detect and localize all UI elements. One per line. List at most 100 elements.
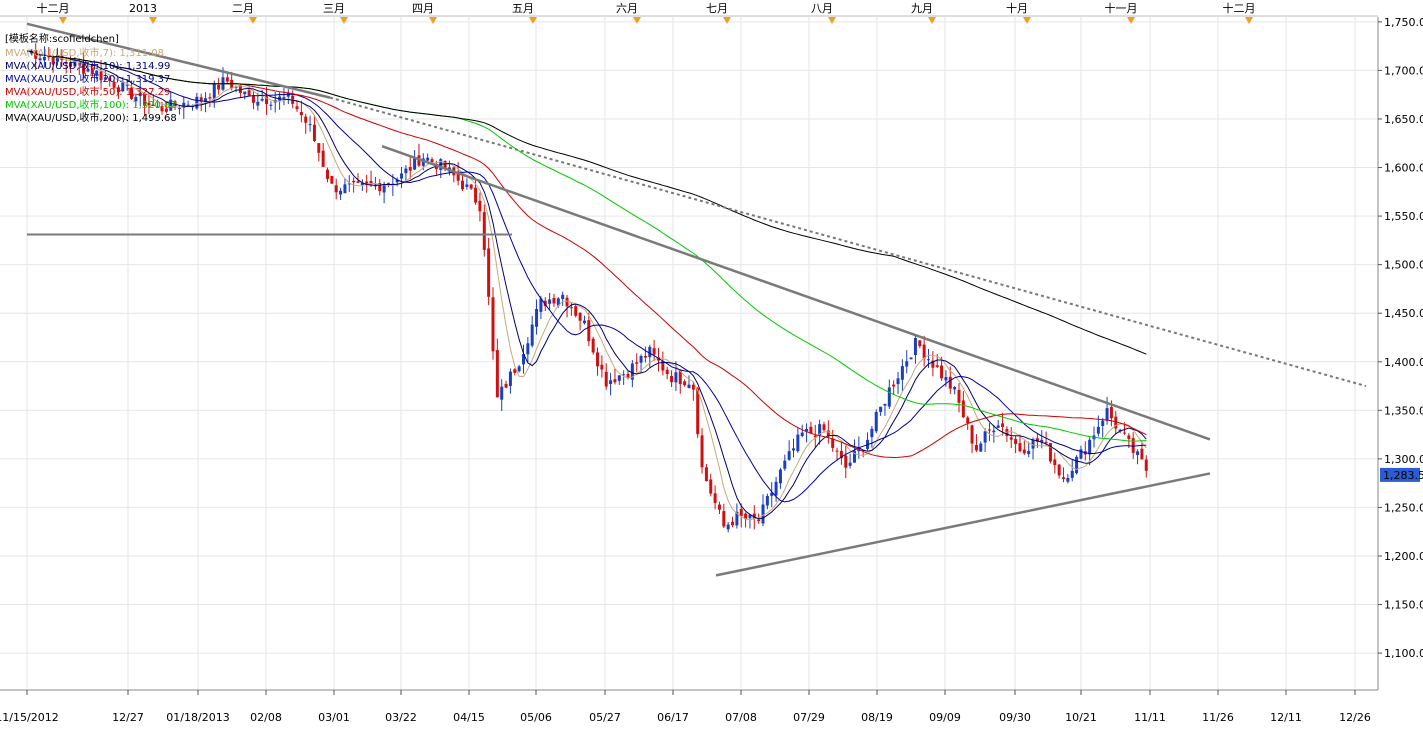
candle-body [613, 379, 617, 383]
candle-body [208, 97, 212, 99]
x-tick-label: 06/17 [657, 711, 689, 724]
candle-body [987, 429, 991, 431]
candle-body [1053, 459, 1057, 466]
candle-body [60, 55, 64, 61]
trendline-lower [715, 472, 1211, 577]
candle-body [382, 185, 386, 193]
candle-body [334, 185, 338, 193]
candle-body [173, 101, 177, 107]
candle-body [103, 77, 107, 80]
grid-lines [0, 17, 1378, 690]
y-tick-label: 1,150.00 [1384, 599, 1423, 612]
candle-body [1057, 464, 1061, 476]
month-marker [429, 17, 437, 24]
candle-body [713, 493, 717, 503]
candle-body [73, 61, 77, 67]
candle-body [299, 112, 303, 116]
candle-body [556, 298, 560, 306]
y-tick-label: 1,250.00 [1384, 501, 1423, 514]
candle-body [400, 173, 404, 179]
top-axis-label: 五月 [512, 2, 534, 15]
x-tick-label: 12/11 [1270, 711, 1302, 724]
candle-body [940, 365, 944, 379]
candle-body [543, 300, 547, 307]
candle-body [1027, 450, 1031, 455]
candle-body [69, 62, 73, 67]
candle-body [739, 509, 743, 517]
candle-body [709, 479, 713, 494]
candle-body [887, 387, 891, 407]
candle-body [482, 212, 486, 250]
candle-body [604, 371, 608, 387]
candle-body [160, 106, 164, 112]
candle-body [717, 504, 721, 510]
candle-body [957, 389, 961, 403]
x-tick-label: 09/30 [999, 711, 1031, 724]
candle-body [500, 386, 504, 400]
candle-body [778, 469, 782, 484]
candle-body [352, 180, 356, 183]
top-axis-bar [0, 0, 1378, 16]
candle-body [1022, 449, 1026, 454]
y-tick-label: 1,600.00 [1384, 162, 1423, 175]
candle-body [413, 156, 417, 170]
candle-body [513, 369, 517, 373]
candle-body [251, 95, 255, 103]
candle-body [347, 183, 351, 185]
candle-body [343, 184, 347, 194]
candle-body [665, 369, 669, 375]
top-axis: 十二月 2013 二月 三月 四月 五月 六月 七月 八月 九月 十月 十一月 十二月 [0, 1, 1378, 24]
candle-body [265, 96, 269, 105]
y-tick-label: 1,700.00 [1384, 64, 1423, 77]
x-tick-label: 01/18/2013 [166, 711, 229, 724]
candle-body [722, 511, 726, 527]
x-tick-label: 05/06 [520, 711, 552, 724]
candle-body [539, 298, 543, 312]
month-marker [529, 17, 537, 24]
candle-body [818, 424, 822, 436]
candle-body [839, 450, 843, 459]
candle-body [156, 106, 160, 108]
top-axis-label: 四月 [412, 2, 434, 15]
candle-body [1018, 443, 1022, 452]
candle-body [378, 183, 382, 192]
y-tick-label: 1,350.00 [1384, 404, 1423, 417]
top-axis-label: 十一月 [1105, 1, 1138, 15]
candle-body [582, 320, 586, 324]
candle-body [508, 371, 512, 386]
candle-body [770, 492, 774, 496]
x-tick-label: 02/08 [250, 711, 282, 724]
top-axis-label: 2013 [129, 2, 157, 15]
y-tick-label: 1,450.00 [1384, 307, 1423, 320]
candle-body [922, 344, 926, 359]
candle-body [86, 69, 90, 72]
candle-body [648, 346, 652, 358]
top-axis-label: 六月 [616, 2, 638, 15]
candle-body [909, 357, 913, 360]
candle-body [169, 99, 173, 111]
candle-body [408, 167, 412, 171]
candle-body [1131, 438, 1135, 453]
candle-body [443, 161, 447, 170]
candle-body [295, 106, 299, 110]
candle-body [783, 460, 787, 469]
candle-body [548, 299, 552, 304]
x-axis: 11/15/2012 12/27 01/18/2013 02/08 03/01 03/22… [0, 689, 1378, 724]
candle-body [569, 307, 573, 309]
candle-body [600, 364, 604, 370]
candle-body [792, 448, 796, 451]
candle-body [1044, 441, 1048, 443]
candle-body [809, 426, 813, 434]
top-axis-label: 十二月 [37, 1, 70, 15]
candle-body [456, 173, 460, 181]
month-marker [59, 17, 67, 24]
candle-body [1040, 439, 1044, 443]
candle-body [1079, 449, 1083, 459]
candle-body [870, 428, 874, 438]
candle-body [238, 85, 242, 93]
candle-body [82, 62, 86, 74]
candle-body [243, 91, 247, 95]
candle-body [635, 362, 639, 364]
candle-body [879, 406, 883, 412]
